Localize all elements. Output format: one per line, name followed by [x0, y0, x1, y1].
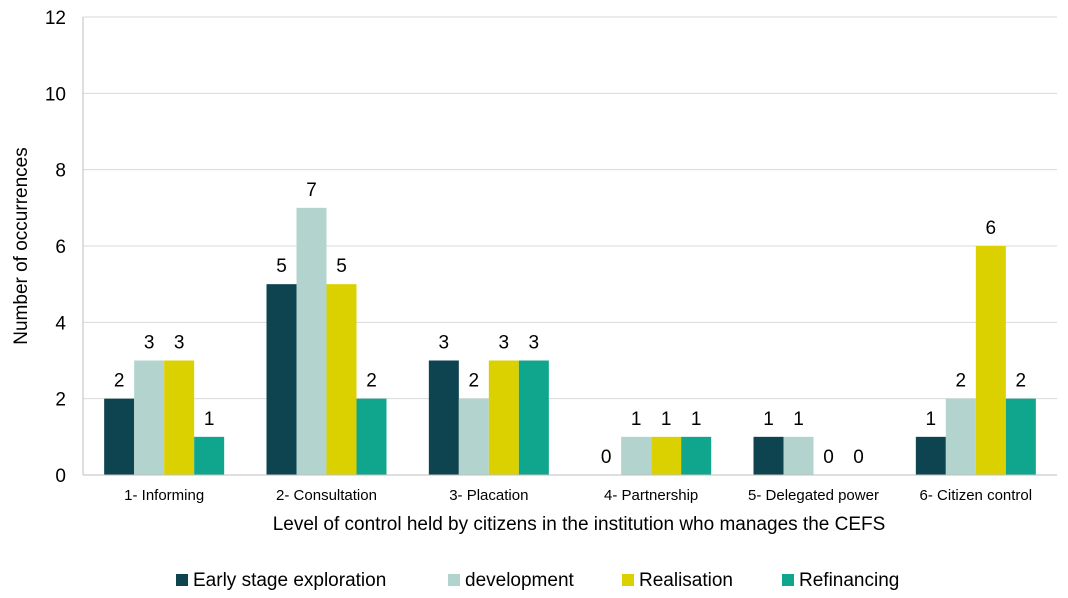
bar-value-label: 1 [691, 409, 702, 430]
bar-value-label: 3 [144, 333, 155, 354]
legend-label: development [465, 570, 575, 591]
x-tick-label: 4- Partnership [604, 487, 698, 504]
bar-value-label: 1 [204, 409, 215, 430]
legend-swatch [176, 574, 188, 586]
y-tick-label: 12 [45, 8, 66, 29]
bar-value-label: 6 [986, 218, 997, 239]
bar [651, 436, 682, 475]
bar [458, 398, 489, 475]
bar [783, 436, 814, 475]
y-axis-title: Number of occurrences [11, 147, 32, 344]
x-tick-label: 6- Citizen control [920, 487, 1033, 504]
y-tick-label: 0 [55, 466, 66, 487]
legend-swatch [622, 574, 634, 586]
bar-value-label: 2 [956, 371, 967, 392]
x-tick-label: 3- Placation [449, 487, 528, 504]
bar-value-label: 3 [439, 333, 450, 354]
bar-value-label: 2 [1016, 371, 1027, 392]
bar-value-label: 3 [174, 333, 185, 354]
x-tick-label: 1- Informing [124, 487, 204, 504]
legend: Early stage exploration development Realis… [176, 570, 899, 591]
bar [681, 436, 712, 475]
bar-value-label: 1 [926, 409, 937, 430]
bar-value-label: 1 [793, 409, 804, 430]
legend-label: Realisation [639, 570, 733, 591]
y-tick-label: 6 [55, 237, 66, 258]
x-tick-label: 5- Delegated power [748, 487, 879, 504]
bar [134, 360, 165, 475]
y-tick-label: 10 [45, 84, 66, 105]
bar-value-label: 1 [661, 409, 672, 430]
legend-label: Refinancing [799, 570, 899, 591]
bar-value-label: 3 [499, 333, 510, 354]
y-tick-label: 4 [55, 313, 66, 334]
bar-value-label: 1 [631, 409, 642, 430]
legend-label: Early stage exploration [193, 570, 386, 591]
bar-value-label: 2 [366, 371, 377, 392]
bar-value-label: 1 [763, 409, 774, 430]
bar-value-label: 0 [853, 447, 864, 468]
bar [104, 398, 135, 475]
bar-value-label: 3 [529, 333, 540, 354]
y-tick-label: 8 [55, 161, 66, 182]
bar [326, 284, 357, 475]
legend-swatch [448, 574, 460, 586]
bar-value-label: 0 [601, 447, 612, 468]
bar-value-label: 2 [469, 371, 480, 392]
bar [488, 360, 519, 475]
bar-value-label: 5 [336, 256, 347, 277]
x-axis-title: Level of control held by citizens in the… [273, 514, 886, 535]
bar [296, 207, 327, 476]
bars [104, 207, 1036, 476]
bar [753, 436, 784, 475]
bar [518, 360, 549, 475]
gridlines [83, 16, 1057, 400]
bar [194, 436, 225, 475]
bar [915, 436, 946, 475]
bar-value-label: 2 [114, 371, 125, 392]
bar [1005, 398, 1036, 475]
bar [975, 246, 1006, 475]
bar [428, 360, 459, 475]
bar [164, 360, 195, 475]
bar-value-label: 0 [823, 447, 834, 468]
bar [945, 398, 976, 475]
legend-swatch [782, 574, 794, 586]
bar [356, 398, 387, 475]
x-tick-label: 2- Consultation [276, 487, 377, 504]
bar [621, 436, 652, 475]
bar [266, 284, 297, 475]
y-tick-label: 2 [55, 390, 66, 411]
bar-value-label: 5 [276, 256, 287, 277]
bar-value-label: 7 [306, 180, 317, 201]
